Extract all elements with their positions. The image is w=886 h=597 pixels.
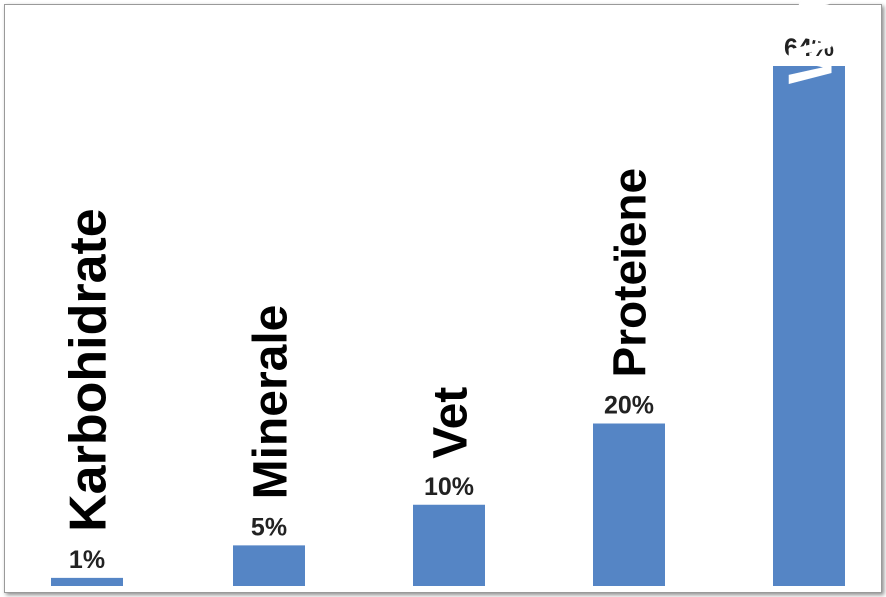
category-label-prote-ene: Proteïene (604, 168, 656, 378)
bar-water (773, 66, 845, 586)
category-label-minerale: Minerale (244, 305, 297, 500)
bar-prote-ene (593, 423, 665, 586)
value-label-minerale: 5% (251, 513, 287, 541)
value-label-vet: 10% (424, 473, 474, 501)
bar-karbohidrate (51, 577, 123, 586)
chart-frame (4, 4, 882, 593)
value-label-prote-ene: 20% (604, 392, 654, 420)
bar-minerale (233, 545, 305, 586)
category-label-water: Water (776, 0, 845, 84)
value-label-water: 64% (784, 34, 834, 62)
category-label-karbohidrate: Karbohidrate (60, 208, 118, 532)
value-label-karbohidrate: 1% (69, 546, 105, 574)
category-label-vet: Vet (424, 387, 477, 459)
bar-vet (413, 504, 485, 586)
